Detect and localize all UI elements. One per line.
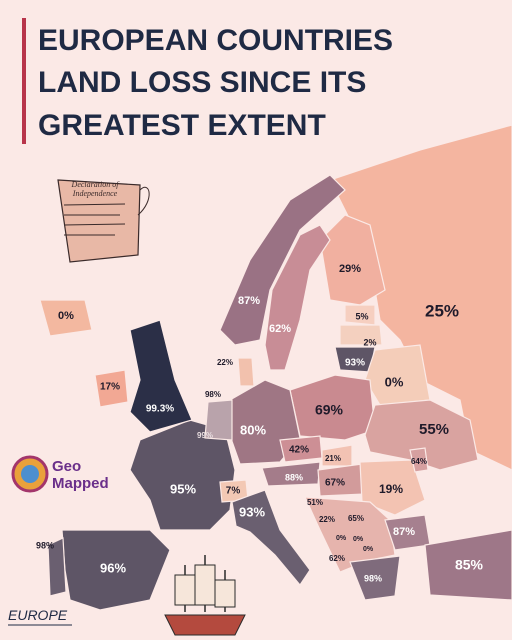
country-label: 85% bbox=[455, 557, 484, 573]
country-label: 99% bbox=[197, 431, 213, 440]
country-label: 96% bbox=[100, 560, 126, 575]
country-label: 87% bbox=[393, 526, 415, 538]
country-label: 98% bbox=[205, 390, 221, 399]
ukraine bbox=[364, 399, 479, 471]
portugal bbox=[47, 537, 67, 597]
logo: Geo Mapped bbox=[11, 455, 109, 493]
turkey bbox=[424, 529, 512, 601]
ship-icon bbox=[164, 555, 246, 636]
country-labels: 0% 17% 99.3% 98% 99% 22% 87% 62% 29% 25% 5% 2% 93% 0%… bbox=[36, 263, 484, 583]
title-line: EUROPEAN COUNTRIES bbox=[38, 24, 393, 57]
ireland bbox=[94, 369, 129, 408]
country-label: 65% bbox=[348, 514, 364, 523]
country-label: 22% bbox=[217, 358, 233, 367]
italy bbox=[231, 489, 311, 587]
country-label: 51% bbox=[307, 498, 323, 507]
country-label: 2% bbox=[363, 337, 376, 347]
country-label: 98% bbox=[36, 540, 54, 550]
iceland bbox=[39, 299, 93, 337]
spain bbox=[61, 529, 171, 611]
country-label: 25% bbox=[425, 301, 459, 320]
scroll-text: Declaration of bbox=[71, 180, 121, 189]
map bbox=[39, 124, 512, 611]
country-label: 21% bbox=[325, 454, 341, 463]
footer-label: EUROPE bbox=[8, 607, 68, 623]
country-label: 5% bbox=[355, 311, 368, 321]
country-label: 0% bbox=[353, 536, 364, 543]
country-label: 87% bbox=[238, 295, 260, 307]
scroll-text: Independence bbox=[72, 189, 118, 198]
country-label: 62% bbox=[329, 554, 345, 563]
country-label: 69% bbox=[315, 402, 344, 418]
moldova bbox=[409, 447, 429, 473]
latvia bbox=[339, 324, 383, 346]
country-label: 95% bbox=[170, 481, 196, 496]
country-label: 62% bbox=[269, 323, 291, 335]
russia bbox=[329, 124, 512, 471]
country-label: 42% bbox=[289, 445, 309, 456]
sweden bbox=[264, 224, 331, 371]
country-label: 99.3% bbox=[146, 404, 174, 415]
title-line: LAND LOSS SINCE ITS bbox=[38, 66, 366, 99]
country-label: 55% bbox=[419, 421, 449, 438]
country-label: 0% bbox=[336, 535, 347, 542]
denmark bbox=[237, 357, 255, 387]
country-label: 0% bbox=[385, 374, 404, 389]
austria bbox=[261, 461, 321, 487]
greece bbox=[349, 555, 401, 601]
country-label: 80% bbox=[240, 422, 266, 437]
scroll-icon: Declaration of Independence bbox=[57, 179, 150, 263]
benelux bbox=[204, 399, 233, 441]
country-label: 19% bbox=[379, 482, 403, 496]
finland bbox=[319, 214, 386, 306]
united-kingdom bbox=[129, 319, 193, 433]
logo-text: Geo bbox=[52, 458, 81, 475]
country-label: 93% bbox=[239, 504, 265, 519]
country-label: 64% bbox=[411, 457, 427, 466]
country-label: 67% bbox=[325, 478, 345, 489]
country-label: 88% bbox=[285, 472, 303, 482]
country-label: 22% bbox=[319, 515, 335, 524]
country-label: 0% bbox=[58, 310, 74, 322]
romania bbox=[359, 459, 426, 516]
country-label: 98% bbox=[364, 573, 382, 583]
country-label: 7% bbox=[226, 486, 241, 497]
country-label: 0% bbox=[363, 546, 374, 553]
title-bar bbox=[22, 18, 26, 144]
country-label: 29% bbox=[339, 263, 361, 275]
country-label: 17% bbox=[100, 382, 120, 393]
title-line: GREATEST EXTENT bbox=[38, 109, 326, 142]
country-label: 93% bbox=[345, 358, 365, 369]
logo-text: Mapped bbox=[52, 475, 109, 492]
norway bbox=[219, 174, 346, 346]
